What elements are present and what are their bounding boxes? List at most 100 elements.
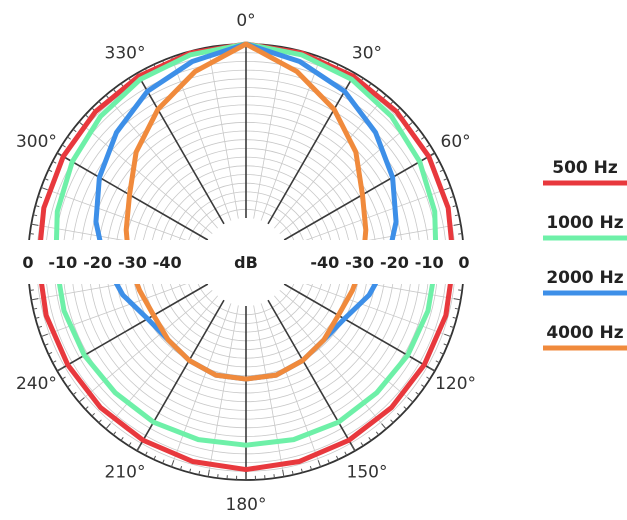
grid-spoke — [260, 303, 321, 467]
edge-tick — [335, 455, 339, 460]
edge-tick — [381, 423, 387, 430]
grid-spoke — [273, 295, 387, 430]
edge-tick — [29, 289, 34, 291]
edge-tick — [453, 298, 461, 301]
edge-tick — [162, 459, 165, 464]
grid-spoke — [41, 276, 205, 337]
angle-label: 0° — [236, 11, 255, 31]
angle-label: 180° — [226, 495, 267, 515]
edge-tick — [128, 442, 132, 447]
angle-label: 150° — [347, 463, 388, 483]
edge-tick — [368, 437, 372, 441]
edge-tick — [189, 468, 192, 473]
edge-tick — [40, 186, 48, 191]
edge-tick — [403, 114, 408, 118]
edge-tick — [309, 465, 313, 471]
edge-tick — [44, 343, 49, 346]
edge-tick — [144, 451, 148, 456]
legend-label: 500 Hz — [552, 158, 618, 178]
edge-tick — [56, 367, 64, 372]
edge-tick — [179, 465, 183, 471]
db-scale-label: 0 — [458, 253, 469, 272]
angle-label: 30° — [352, 43, 382, 63]
db-scale-label: -40 — [310, 253, 339, 272]
grid-spoke — [171, 303, 232, 467]
grid-spoke — [207, 47, 239, 219]
edge-tick — [31, 298, 39, 301]
edge-tick — [33, 214, 38, 217]
db-scale-label: dB — [234, 253, 258, 272]
edge-tick — [454, 214, 459, 217]
grid-spoke — [41, 187, 205, 248]
edge-tick — [390, 419, 394, 424]
angle-label: 300° — [16, 132, 57, 152]
edge-tick — [444, 333, 452, 338]
edge-tick — [449, 325, 455, 329]
db-scale-label: -10 — [48, 253, 77, 272]
grid-spoke — [287, 187, 451, 248]
edge-tick — [120, 437, 124, 441]
series-line-0 — [35, 41, 457, 473]
edge-tick — [421, 136, 425, 140]
angle-label: 330° — [105, 43, 146, 63]
angle-label: 120° — [435, 374, 476, 394]
edge-tick — [105, 423, 111, 430]
edge-tick — [98, 419, 102, 424]
edge-tick — [444, 186, 452, 191]
edge-tick — [37, 195, 43, 199]
edge-tick — [439, 169, 444, 173]
edge-tick — [443, 343, 448, 346]
edge-tick — [453, 223, 461, 226]
edge-tick — [91, 412, 96, 417]
edge-tick — [72, 391, 77, 396]
edge-tick — [439, 351, 444, 355]
edge-tick — [84, 114, 89, 118]
grid-spoke — [287, 276, 451, 337]
grid-major-spoke — [267, 72, 356, 225]
edge-tick — [415, 391, 420, 396]
edge-tick — [435, 160, 440, 164]
edge-tick — [67, 136, 71, 140]
edge-tick — [407, 397, 414, 403]
edge-tick — [282, 469, 285, 477]
grid-spoke — [207, 305, 239, 477]
edge-tick — [426, 144, 431, 148]
edge-tick — [112, 88, 117, 93]
grid-spoke — [253, 305, 285, 477]
grid-spoke — [105, 94, 219, 229]
edge-tick — [454, 307, 459, 310]
edge-tick — [458, 233, 463, 235]
edge-tick — [61, 376, 66, 380]
grid-major-spoke — [56, 152, 209, 241]
db-scale-label: -30 — [345, 253, 374, 272]
legend: 500 Hz 1000 Hz 2000 Hz 4000 Hz — [543, 158, 627, 351]
angle-label: 60° — [441, 132, 471, 152]
edge-tick — [428, 367, 436, 372]
grid-spoke — [105, 295, 219, 430]
grid-spoke — [273, 94, 387, 229]
center-mask — [0, 218, 490, 306]
edge-tick — [33, 307, 38, 310]
edge-tick — [452, 316, 457, 319]
edge-tick — [452, 205, 457, 208]
edge-tick — [44, 178, 49, 181]
edge-tick — [61, 144, 66, 148]
edge-tick — [217, 474, 219, 479]
edge-tick — [291, 470, 294, 475]
edge-tick — [153, 455, 157, 460]
edge-tick — [449, 195, 455, 199]
legend-label: 2000 Hz — [546, 268, 623, 288]
edge-tick — [300, 468, 303, 473]
grid-major-spoke — [267, 299, 356, 452]
grid-spoke — [279, 289, 414, 403]
edge-tick — [458, 289, 463, 291]
edge-tick — [72, 128, 77, 133]
edge-tick — [35, 316, 40, 319]
edge-tick — [198, 470, 201, 475]
db-scale-label: -20 — [380, 253, 409, 272]
edge-tick — [317, 460, 322, 468]
db-scale-label: -40 — [153, 253, 182, 272]
edge-tick — [403, 406, 408, 410]
edge-tick — [426, 376, 431, 380]
